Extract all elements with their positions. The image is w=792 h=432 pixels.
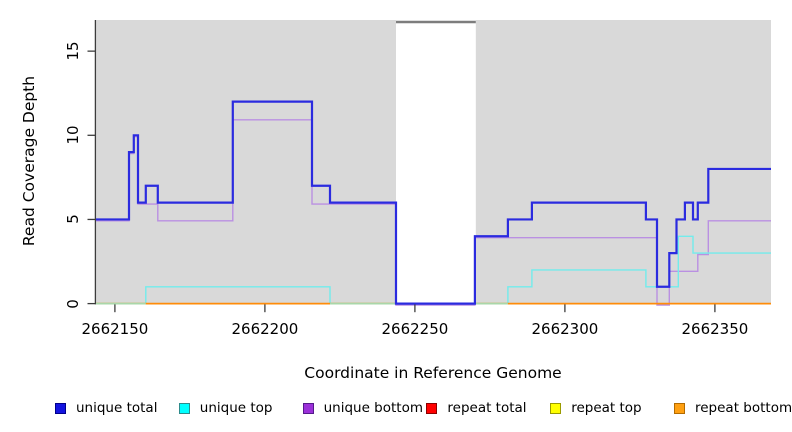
legend-swatch-icon (550, 402, 562, 414)
x-tick-label: 2662200 (231, 320, 299, 338)
legend-item-unique-total: unique total (55, 399, 157, 417)
legend-item-unique-top: unique top (178, 399, 273, 417)
legend-swatch-icon (55, 402, 66, 414)
masked-region (396, 20, 476, 305)
series-unique-top-line (96, 235, 771, 305)
series-unique-total-line (96, 100, 771, 305)
legend-label: unique total (76, 400, 158, 416)
y-tick-label: 0 (64, 298, 82, 309)
legend-label: unique top (199, 400, 273, 416)
legend-label: unique bottom (323, 400, 424, 416)
legend-item-repeat-top: repeat top (550, 399, 642, 417)
legend-label: repeat total (447, 400, 527, 416)
legend-item-repeat-bottom: repeat bottom (674, 399, 792, 417)
legend-item-repeat-total: repeat total (426, 399, 527, 417)
y-axis-title: Read Coverage Depth (20, 75, 38, 247)
x-axis-title: Coordinate in Reference Genome (304, 364, 562, 382)
y-tick-label: 15 (64, 41, 82, 61)
y-tick-label: 5 (64, 214, 82, 225)
legend-swatch-icon (426, 402, 438, 414)
legend-label: repeat bottom (695, 400, 792, 416)
legend-label: repeat top (571, 400, 642, 416)
legend-swatch-icon (178, 402, 190, 414)
y-tick-label: 10 (64, 125, 82, 145)
legend-swatch-icon (302, 402, 314, 414)
x-tick-label: 2662300 (531, 320, 599, 338)
x-tick-label: 2662150 (81, 320, 149, 338)
x-tick-label: 2662350 (681, 320, 749, 338)
x-tick-label: 2662250 (381, 320, 449, 338)
legend-swatch-icon (674, 402, 685, 414)
legend-item-unique-bottom: unique bottom (302, 399, 424, 417)
